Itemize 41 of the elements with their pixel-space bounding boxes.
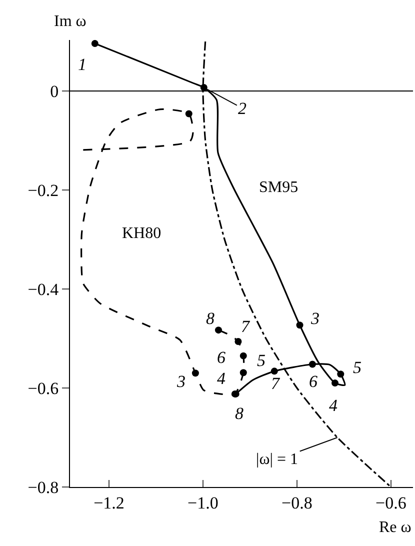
point — [308, 360, 316, 368]
x-axis-title: Re ω — [379, 519, 412, 536]
annotation: 1 — [78, 55, 86, 74]
annotation: 8 — [235, 404, 244, 423]
annotation: 6 — [309, 372, 318, 391]
point — [296, 322, 304, 329]
annotation: 7 — [271, 374, 281, 393]
annotation: 5 — [353, 358, 362, 377]
point — [214, 326, 222, 334]
point — [185, 110, 192, 118]
x-tick-label: −0.8 — [282, 493, 312, 512]
x-tick-label: −1.2 — [94, 493, 124, 512]
annotation: 5 — [257, 351, 266, 370]
point — [337, 370, 344, 378]
point — [192, 370, 199, 377]
point — [270, 368, 278, 375]
y-tick-label: −0.8 — [28, 478, 59, 497]
annotation: 3 — [176, 372, 186, 391]
x-tick-label: −1.0 — [188, 493, 218, 512]
y-tick-label: −0.4 — [28, 280, 60, 299]
y-tick-label: −0.2 — [28, 180, 59, 200]
point — [240, 352, 247, 360]
annotation: 7 — [241, 317, 251, 336]
annotation: 2 — [238, 99, 247, 118]
text: |ω| = 1 — [256, 451, 298, 468]
point — [91, 40, 98, 47]
point — [332, 380, 338, 387]
point — [240, 369, 247, 376]
x-tick-label: −0.6 — [376, 493, 406, 512]
annotation: 4 — [329, 396, 338, 415]
y-axis-title: Im ω — [54, 13, 86, 30]
series-label: SM95 — [259, 179, 298, 196]
text: KH80 — [122, 225, 162, 242]
point — [234, 338, 242, 345]
annotation: 4 — [217, 369, 226, 388]
point — [200, 84, 208, 92]
annotation: 8 — [206, 309, 215, 328]
y-tick-label: −0.6 — [28, 378, 59, 398]
annotation: 3 — [310, 309, 320, 328]
y-tick-label: 0 — [50, 82, 59, 101]
annotation: 6 — [217, 348, 226, 367]
